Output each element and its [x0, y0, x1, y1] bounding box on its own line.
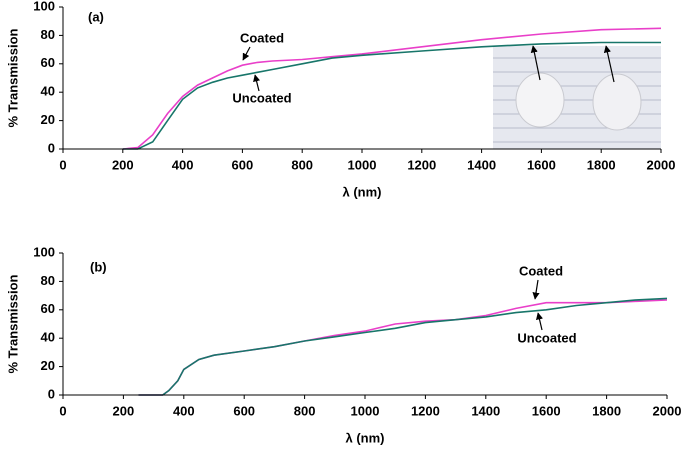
x-tick-label: 200 [112, 157, 134, 172]
y-tick-label: 40 [41, 84, 55, 99]
x-tick-label: 400 [172, 157, 194, 172]
x-tick-label: 200 [113, 403, 135, 418]
series-annotation: Uncoated [232, 90, 291, 105]
y-tick-label: 20 [41, 358, 55, 373]
x-axis-label: λ (nm) [343, 184, 382, 199]
x-tick-label: 2000 [647, 157, 676, 172]
annotation-arrow [532, 279, 540, 300]
y-tick-label: 80 [41, 273, 55, 288]
x-tick-label: 800 [291, 157, 313, 172]
series-line [138, 299, 668, 396]
y-tick-label: 100 [33, 244, 55, 259]
y-tick-label: 60 [41, 301, 55, 316]
annotation-arrow [535, 312, 543, 331]
y-tick-label: 0 [48, 140, 55, 155]
x-tick-label: 1800 [592, 403, 621, 418]
series-annotation: Coated [519, 263, 563, 278]
y-tick-label: 80 [41, 27, 55, 42]
series-annotation: Uncoated [517, 330, 576, 345]
y-tick-label: 60 [41, 55, 55, 70]
y-tick-label: 100 [33, 0, 55, 13]
x-tick-label: 0 [59, 403, 66, 418]
y-axis-label: % Transmission [5, 274, 20, 373]
inset-photo [493, 45, 661, 149]
x-tick-label: 1800 [587, 157, 616, 172]
x-tick-label: 1600 [532, 403, 561, 418]
x-tick-label: 1400 [471, 403, 500, 418]
y-tick-label: 20 [41, 112, 55, 127]
series-line [138, 297, 668, 396]
x-tick-label: 600 [232, 157, 254, 172]
series-line [122, 27, 662, 150]
panel-label: (b) [90, 259, 107, 274]
x-tick-label: 1200 [411, 403, 440, 418]
x-tick-label: 400 [173, 403, 195, 418]
series-annotation: Coated [240, 30, 284, 45]
y-tick-label: 0 [48, 386, 55, 401]
x-tick-label: 800 [294, 403, 316, 418]
y-axis-label: % Transmission [5, 28, 20, 127]
x-tick-label: 1000 [348, 157, 377, 172]
x-tick-label: 2000 [653, 403, 682, 418]
annotation-arrow [242, 46, 251, 61]
panel-label: (a) [88, 9, 104, 24]
x-axis-label: λ (nm) [346, 430, 385, 445]
x-tick-label: 1600 [527, 157, 556, 172]
x-tick-label: 1400 [467, 157, 496, 172]
series-line [122, 41, 661, 150]
x-tick-label: 0 [59, 157, 66, 172]
x-tick-label: 1000 [351, 403, 380, 418]
annotation-arrow [253, 74, 261, 92]
x-tick-label: 600 [233, 403, 255, 418]
x-tick-label: 1200 [407, 157, 436, 172]
y-tick-label: 40 [41, 330, 55, 345]
